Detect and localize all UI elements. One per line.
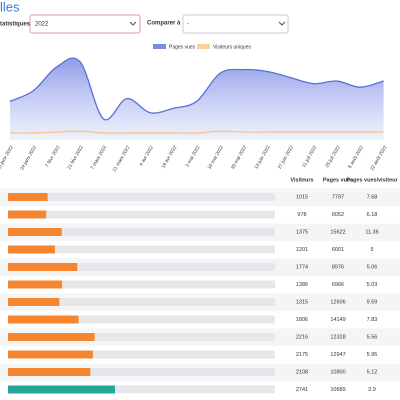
- bar: [8, 280, 63, 289]
- column-header: Pages vues: [323, 177, 353, 183]
- bar: [8, 315, 79, 324]
- cell: 2108: [296, 369, 308, 375]
- x-tick-label: 11 juil 2022: [301, 144, 318, 168]
- legend-label: Pages vues: [169, 44, 196, 50]
- year-select[interactable]: [29, 14, 141, 34]
- x-tick-label: 25 juil 2022: [324, 144, 342, 169]
- chevron: [278, 21, 286, 26]
- bar: [8, 245, 55, 254]
- cell: 6052: [332, 212, 344, 218]
- series-line: [9, 130, 384, 134]
- cell: 1386: [296, 282, 308, 288]
- cell: 5.95: [367, 352, 378, 358]
- x-tick-label: 7 mars 2022: [90, 144, 109, 170]
- cell: 5.06: [367, 264, 378, 270]
- cell: 6001: [332, 247, 344, 253]
- column-header: Visiteurs: [290, 177, 313, 183]
- x-tick-label: 30 mai 2022: [230, 144, 249, 170]
- compare-label: Comparer à: [147, 21, 181, 27]
- cell: 2216: [296, 334, 308, 340]
- year-select-value: 2022: [35, 22, 49, 28]
- cell: 1201: [296, 247, 308, 253]
- year-label: tatistiques: [0, 22, 31, 28]
- x-tick-label: 24 janv 2022: [19, 144, 38, 171]
- column-header: Pages vues/visiteur: [346, 177, 398, 183]
- cell: 11.36: [365, 229, 378, 235]
- cell: 2175: [296, 352, 308, 358]
- cell: 15622: [330, 229, 345, 235]
- cell: 5.12: [367, 369, 378, 375]
- bar: [8, 368, 91, 376]
- bar: [8, 350, 93, 359]
- x-tick-label: 2 mai 2022: [185, 144, 202, 168]
- cell: 7.83: [367, 317, 378, 323]
- bar: [8, 193, 48, 201]
- x-tick-label: 16 mai 2022: [207, 144, 226, 170]
- cell: 12328: [330, 334, 345, 340]
- legend-swatch: [197, 44, 210, 49]
- bar-track: [8, 298, 275, 306]
- x-tick-label: 18 avr 2022: [160, 144, 178, 169]
- x-tick-label: 27 juin 2022: [277, 144, 295, 170]
- cell: 1015: [296, 194, 308, 200]
- cell: 9.59: [367, 299, 378, 305]
- cell: 12606: [330, 299, 345, 305]
- bar-track: [8, 245, 275, 254]
- cell: 10800: [330, 369, 345, 375]
- bar-track: [8, 210, 275, 219]
- cell: 6.18: [367, 212, 378, 218]
- bar-track: [8, 280, 275, 289]
- cell: 14149: [330, 317, 345, 323]
- x-tick-label: 8 août 2022: [347, 144, 365, 169]
- cell: 5.03: [367, 282, 378, 288]
- x-tick-label: 13 juin 2022: [253, 144, 271, 170]
- cell: 12947: [330, 352, 345, 358]
- chart: Pages vues Visiteurs uniques 10 janv 2022 2…: [0, 44, 389, 173]
- cell: 7.68: [367, 194, 378, 200]
- bar: [8, 210, 47, 219]
- x-tick-label: 21 févr 2022: [66, 144, 85, 170]
- compare-select-value: -: [187, 22, 189, 28]
- x-tick-label: 10 janv 2022: [0, 144, 15, 171]
- bar: [8, 263, 78, 271]
- chevron: [129, 21, 137, 26]
- bar-track: [8, 193, 275, 201]
- bar: [8, 298, 60, 306]
- x-tick-label: 21 mars 2022: [112, 144, 132, 173]
- x-tick-label: 7 févr 2022: [44, 144, 61, 168]
- cell: 1774: [296, 264, 308, 270]
- bar: [8, 228, 62, 236]
- bar-track: [8, 228, 275, 236]
- series-line: [9, 57, 384, 121]
- cell: 1806: [296, 317, 308, 323]
- page-title: lles: [0, 0, 20, 14]
- legend-label: Visiteurs uniques: [213, 44, 251, 50]
- cell: 6966: [332, 282, 344, 288]
- cell: 1375: [296, 229, 308, 235]
- cell: 5: [370, 247, 373, 253]
- cell: 978: [297, 212, 306, 218]
- legend-swatch: [153, 44, 166, 49]
- x-tick-label: 4 avr 2022: [138, 144, 155, 167]
- bar: [8, 333, 95, 341]
- cell: 5.56: [367, 334, 378, 340]
- compare-select[interactable]: [182, 14, 289, 34]
- cell: 2741: [296, 387, 308, 393]
- area-fill: [10, 58, 384, 140]
- cell: 1315: [296, 299, 308, 305]
- cell: 7797: [332, 194, 344, 200]
- cell: 10689: [330, 387, 345, 393]
- cell: 8976: [332, 264, 344, 270]
- x-tick-label: 22 août 2022: [369, 144, 388, 172]
- bar: [8, 385, 115, 394]
- cell: 3.9: [368, 387, 376, 393]
